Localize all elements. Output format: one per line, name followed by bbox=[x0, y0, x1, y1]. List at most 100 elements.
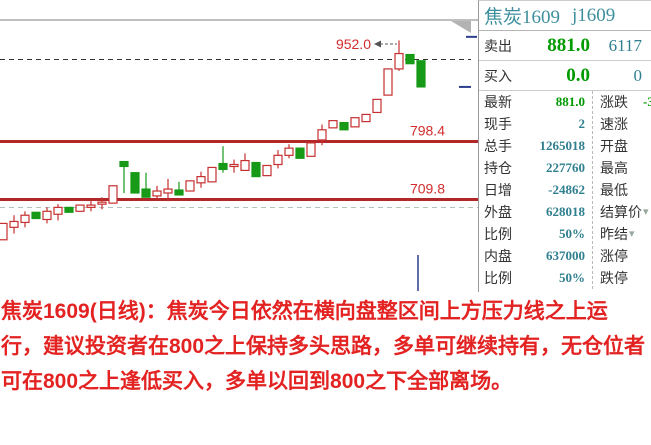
stat-label: 现手 bbox=[484, 116, 512, 132]
bid-row: 买入 0.0 0 bbox=[479, 61, 651, 91]
candle bbox=[284, 147, 294, 156]
candle bbox=[229, 163, 239, 168]
stat-row-right-5: 结算价 ▾ bbox=[593, 201, 651, 223]
stat-row-right-7: 涨停 bbox=[593, 245, 651, 267]
candle bbox=[273, 154, 283, 166]
contract-title: 焦炭1609 j1609 bbox=[479, 1, 651, 31]
candle bbox=[163, 188, 173, 194]
stat-row-right-3: 最高 bbox=[593, 157, 651, 179]
stat-value: 50% bbox=[559, 226, 585, 241]
candle bbox=[31, 211, 41, 220]
ask-label: 卖出 bbox=[484, 37, 512, 54]
candle bbox=[405, 53, 415, 65]
candle bbox=[262, 164, 272, 177]
stat-row-left-2: 总手 1265018 bbox=[479, 135, 592, 157]
down-arrow-icon[interactable]: ▾ bbox=[643, 205, 649, 218]
stat-row-right-2: 开盘 bbox=[593, 135, 651, 157]
ask-qty: 6117 bbox=[608, 35, 642, 55]
stat-label: 速涨 bbox=[600, 116, 628, 132]
stat-row-left-6: 比例 50% bbox=[479, 223, 592, 245]
stat-label: 比例 bbox=[484, 270, 512, 286]
candle bbox=[317, 129, 327, 141]
corner-fold-icon[interactable] bbox=[451, 21, 471, 33]
contract-code: j1609 bbox=[572, 4, 616, 26]
candle bbox=[394, 52, 404, 70]
bid-price: 0.0 bbox=[566, 64, 590, 86]
ask-price: 881.0 bbox=[547, 34, 590, 56]
stat-label: 总手 bbox=[484, 138, 512, 154]
stat-row-left-5: 外盘 628018 bbox=[479, 201, 592, 223]
stat-value: 50% bbox=[559, 270, 585, 285]
candle bbox=[174, 189, 184, 196]
candle bbox=[196, 176, 206, 184]
candle bbox=[152, 190, 162, 197]
candle bbox=[306, 142, 316, 157]
down-arrow-icon[interactable]: ▾ bbox=[629, 227, 635, 240]
candle bbox=[339, 122, 349, 131]
stat-value: 637000 bbox=[546, 248, 585, 263]
stat-row-right-0: 涨跌 -3 bbox=[593, 91, 651, 113]
stat-label: 涨停 bbox=[600, 248, 628, 264]
candle bbox=[75, 204, 85, 212]
stat-row-left-1: 现手 2 bbox=[479, 113, 592, 135]
stat-label: 内盘 bbox=[484, 248, 512, 264]
stat-row-right-6: 昨结 ▾ bbox=[593, 223, 651, 245]
stat-label: 结算价 bbox=[600, 204, 642, 220]
stat-label: 日增 bbox=[484, 182, 512, 198]
commentary-line-2: 行，建议投资者在800之上保持多头思路，多单可继续持有，无仓位者 bbox=[1, 335, 646, 358]
candle bbox=[86, 204, 96, 208]
price-level-label: 798.4 bbox=[410, 123, 445, 139]
candle bbox=[108, 185, 118, 204]
price-level-label: 709.8 bbox=[410, 181, 445, 197]
candlestick-chart[interactable]: 952.0 798.4 709.8 bbox=[0, 0, 478, 293]
stat-label: 最低 bbox=[600, 182, 628, 198]
stat-row-right-1: 速涨 bbox=[593, 113, 651, 135]
stat-label: 昨结 bbox=[600, 226, 628, 242]
stat-label: 最新 bbox=[484, 94, 512, 110]
candle bbox=[20, 214, 30, 224]
high-price-label: 952.0 bbox=[336, 36, 371, 52]
stat-row-right-8: 跌停 bbox=[593, 267, 651, 289]
stat-row-left-0: 最新 881.0 bbox=[479, 91, 592, 113]
stat-value: 628018 bbox=[546, 204, 585, 219]
candle bbox=[295, 147, 305, 159]
candle bbox=[141, 188, 151, 198]
candle bbox=[416, 60, 426, 88]
candle bbox=[383, 68, 393, 96]
stat-label: 最高 bbox=[600, 160, 628, 176]
stat-value: 881.0 bbox=[555, 94, 585, 109]
stat-row-left-4: 日增 -24862 bbox=[479, 179, 592, 201]
stat-label: 外盘 bbox=[484, 204, 512, 220]
candle bbox=[240, 159, 250, 171]
stat-value: 1265018 bbox=[539, 138, 586, 153]
contract-name: 焦炭1609 bbox=[484, 7, 561, 28]
stat-label: 比例 bbox=[484, 226, 512, 242]
candle bbox=[361, 113, 371, 123]
candle bbox=[251, 161, 261, 178]
stats-grid: 最新 881.0 现手 2 总手 1265018 持仓 227760 日增 -24862 外盘 628… bbox=[479, 91, 651, 289]
stat-label: 跌停 bbox=[600, 270, 628, 286]
stats-column-left: 最新 881.0 现手 2 总手 1265018 持仓 227760 日增 -24862 外盘 628… bbox=[479, 91, 593, 289]
candle bbox=[350, 117, 360, 128]
candles-group bbox=[0, 40, 426, 241]
candle bbox=[185, 180, 195, 192]
stat-label: 持仓 bbox=[484, 160, 512, 176]
commentary-line-3: 可在800之上逢低买入，多单以回到800之下全部离场。 bbox=[1, 370, 513, 393]
stat-label: 涨跌 bbox=[600, 94, 628, 110]
stat-row-left-8: 比例 50% bbox=[479, 267, 592, 289]
stat-value: 227760 bbox=[546, 160, 585, 175]
candle bbox=[328, 120, 338, 129]
candle bbox=[372, 98, 382, 114]
quote-panel: 焦炭1609 j1609 卖出 881.0 6117 买入 0.0 0 最新 88… bbox=[478, 0, 651, 292]
stat-row-left-3: 持仓 227760 bbox=[479, 157, 592, 179]
stat-value: 2 bbox=[578, 116, 586, 131]
bid-label: 买入 bbox=[484, 67, 512, 84]
candle bbox=[0, 222, 8, 241]
bid-qty: 0 bbox=[633, 65, 643, 85]
candle bbox=[119, 160, 129, 168]
stat-value: -3 bbox=[643, 94, 651, 109]
ask-row: 卖出 881.0 6117 bbox=[479, 31, 651, 61]
candle bbox=[207, 166, 217, 183]
